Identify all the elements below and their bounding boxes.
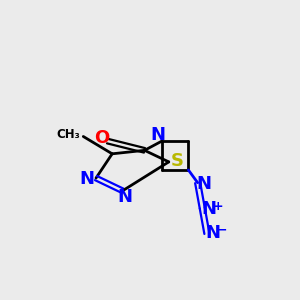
- Text: N: N: [206, 224, 221, 242]
- Text: O: O: [94, 129, 110, 147]
- Text: N: N: [202, 200, 217, 217]
- Text: S: S: [171, 152, 184, 170]
- Text: −: −: [217, 224, 227, 236]
- Text: CH₃: CH₃: [57, 128, 80, 141]
- Text: N: N: [151, 126, 166, 144]
- Text: N: N: [196, 175, 211, 193]
- Text: N: N: [117, 188, 132, 206]
- Text: +: +: [213, 200, 223, 213]
- Text: N: N: [80, 170, 95, 188]
